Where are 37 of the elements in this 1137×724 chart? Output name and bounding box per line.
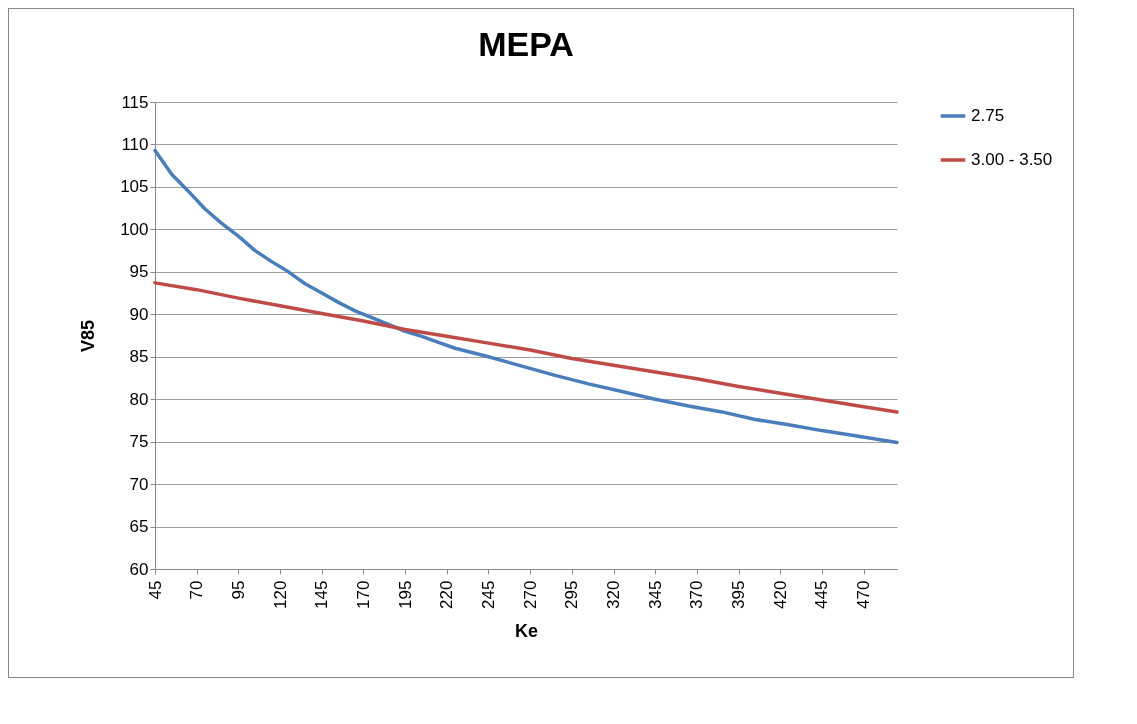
y-tick-label: 60 xyxy=(129,559,149,579)
x-tick-label: 45 xyxy=(145,580,165,600)
x-tick-label: 295 xyxy=(562,580,582,609)
x-tick-label: 395 xyxy=(729,580,749,609)
y-tick-label: 110 xyxy=(121,134,149,154)
y-tick-label: 95 xyxy=(129,262,149,282)
y-tick-label: 100 xyxy=(120,219,149,239)
legend-label: 3.00 - 3.50 xyxy=(971,150,1053,169)
y-tick-label: 75 xyxy=(129,432,149,452)
y-tick-label: 115 xyxy=(121,92,149,112)
y-tick-label: 80 xyxy=(129,389,149,409)
y-tick-label: 70 xyxy=(129,474,149,494)
x-tick-label: 120 xyxy=(270,580,290,609)
y-tick-label: 90 xyxy=(129,304,149,324)
x-tick-label: 195 xyxy=(395,580,415,609)
x-tick-label: 345 xyxy=(645,580,665,609)
chart-title: MEPA xyxy=(478,25,574,63)
x-tick-label: 320 xyxy=(604,580,624,609)
x-tick-label: 70 xyxy=(187,580,207,600)
legend-label: 2.75 xyxy=(971,106,1005,125)
x-tick-label: 370 xyxy=(687,580,707,609)
y-tick-label: 85 xyxy=(129,347,149,367)
line-series xyxy=(153,148,899,445)
x-tick-label: 470 xyxy=(854,580,874,609)
x-tick-label: 145 xyxy=(312,580,332,609)
y-axis-title: V85 xyxy=(78,319,99,353)
x-tick-label: 420 xyxy=(770,580,790,609)
y-tick-label: 65 xyxy=(129,517,149,537)
x-tick-label: 445 xyxy=(812,580,832,609)
x-tick-label: 270 xyxy=(520,580,540,609)
x-tick-label: 245 xyxy=(478,580,498,609)
line-series xyxy=(153,281,899,414)
x-tick-label: 95 xyxy=(228,580,248,600)
x-tick-label: 220 xyxy=(437,580,457,609)
x-tick-label: 170 xyxy=(353,580,373,609)
x-axis-title: Ke xyxy=(514,620,539,641)
y-tick-label: 105 xyxy=(120,177,149,197)
